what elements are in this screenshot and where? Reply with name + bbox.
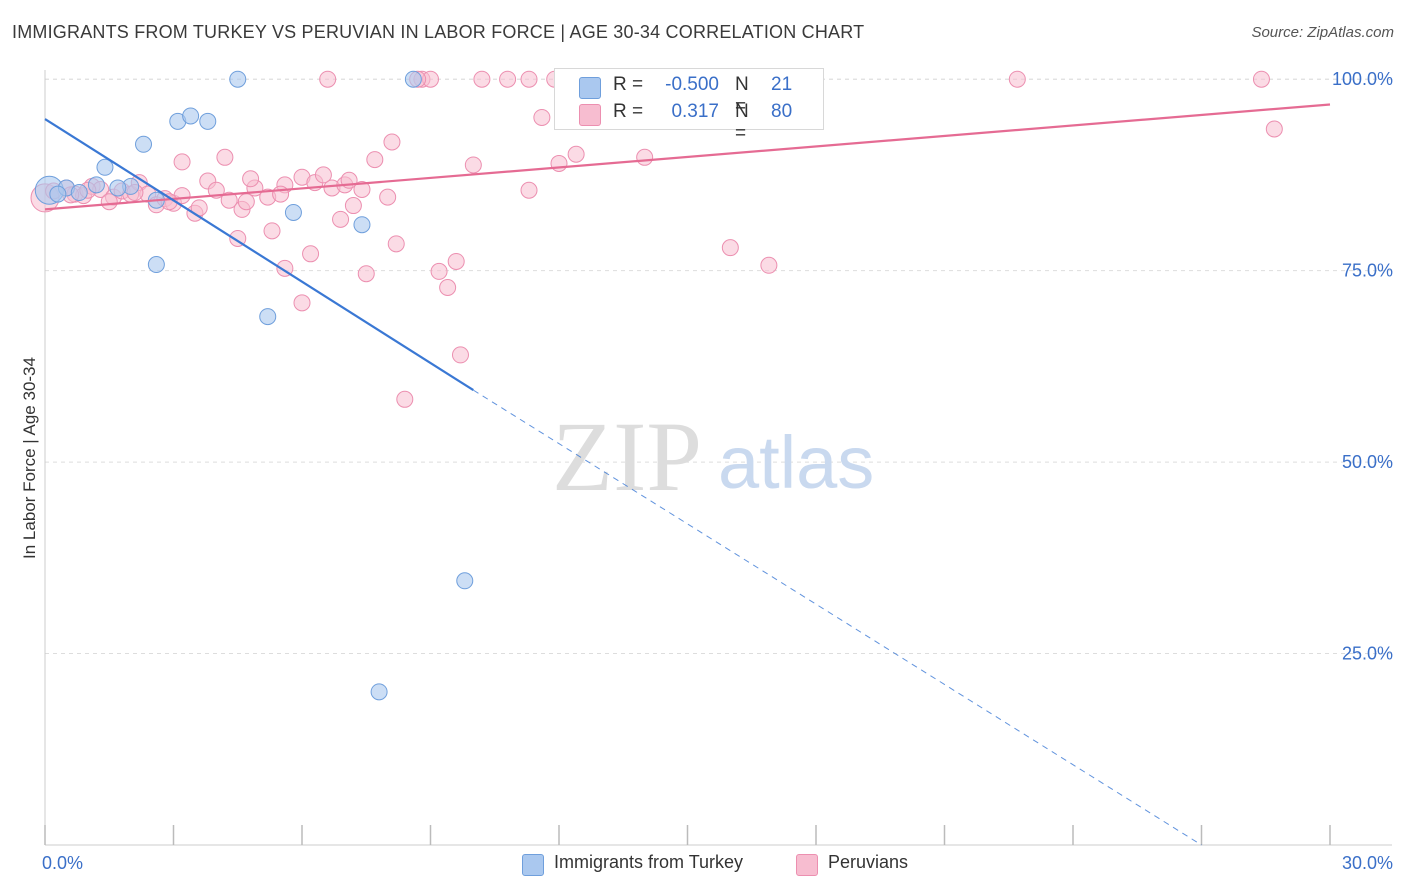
y-tick-label: 50.0% <box>1342 452 1393 472</box>
peru-point <box>242 170 260 188</box>
gridlines <box>45 78 1392 655</box>
peru-point <box>721 239 739 257</box>
peru-point <box>550 154 568 172</box>
peruvians-points <box>30 70 1283 408</box>
peru-point <box>473 70 491 88</box>
peru-point <box>379 188 397 206</box>
peru-point <box>520 181 538 199</box>
bottom-legend-turkey-swatch <box>522 854 544 876</box>
peru-point <box>366 151 384 169</box>
peru-point <box>1008 70 1026 88</box>
peru-point <box>357 265 375 283</box>
peru-point <box>760 256 778 274</box>
peru-point <box>387 235 405 253</box>
turkey-point <box>109 179 127 197</box>
peru-point <box>332 210 350 228</box>
peru-point <box>237 193 255 211</box>
watermark-atlas: atlas <box>718 421 874 504</box>
turkey-point <box>182 107 200 125</box>
peru-swatch <box>579 104 601 126</box>
y-tick-label: 25.0% <box>1342 644 1393 664</box>
turkey-point <box>259 308 277 326</box>
peru-point <box>353 180 371 198</box>
peru-r-value: 0.317 <box>671 101 719 122</box>
peru-point <box>293 294 311 312</box>
turkey-points <box>34 70 474 701</box>
peru-point <box>344 197 362 215</box>
peru-point <box>533 108 551 126</box>
turkey-n-label: N = <box>735 74 749 117</box>
peru-point <box>302 245 320 263</box>
turkey-point <box>404 70 422 88</box>
turkey-trend-extension <box>473 389 1202 846</box>
turkey-point <box>284 203 302 221</box>
x-tick-label: 0.0% <box>42 853 83 873</box>
watermark-zip: ZIP <box>552 401 702 512</box>
turkey-r-label: R = <box>613 74 644 95</box>
peru-point <box>439 278 457 296</box>
peru-point <box>396 390 414 408</box>
peru-point <box>567 145 585 163</box>
peru-trend-line <box>44 103 1331 211</box>
peru-point <box>314 166 332 184</box>
turkey-r-value: -0.500 <box>665 74 719 95</box>
source-label: Source: ZipAtlas.com <box>1251 24 1394 41</box>
turkey-swatch <box>579 77 601 99</box>
peru-point <box>1265 120 1283 138</box>
turkey-point <box>199 112 217 130</box>
peru-n-label: N = <box>735 101 749 144</box>
turkey-point <box>96 158 114 176</box>
peru-point <box>216 148 234 166</box>
trend-lines <box>44 103 1331 846</box>
x-tick-label: 30.0% <box>1342 853 1393 873</box>
peru-point <box>272 185 290 203</box>
stats-legend: R = -0.500 N = 21 R = 0.317 N = 80 <box>554 68 824 144</box>
turkey-point <box>456 572 474 590</box>
turkey-point <box>87 176 105 194</box>
peru-point <box>464 156 482 174</box>
peru-point <box>263 222 281 240</box>
turkey-point <box>135 135 153 153</box>
peru-point <box>319 70 337 88</box>
peru-point <box>447 252 465 270</box>
peru-point <box>499 70 517 88</box>
peru-point <box>383 133 401 151</box>
bottom-legend-peru-label: Peruvians <box>828 852 909 872</box>
bottom-legend-peru-swatch <box>796 854 818 876</box>
peru-r-label: R = <box>613 101 644 122</box>
turkey-n-value: 21 <box>771 74 793 95</box>
peru-point <box>520 70 538 88</box>
y-tick-label: 75.0% <box>1342 261 1393 281</box>
bottom-legend-turkey-label: Immigrants from Turkey <box>554 852 744 872</box>
turkey-point <box>353 216 371 234</box>
turkey-point <box>229 70 247 88</box>
peru-point <box>636 148 654 166</box>
peru-point <box>1252 70 1270 88</box>
peru-point <box>220 191 238 209</box>
turkey-trend-line <box>44 118 474 392</box>
turkey-point <box>370 683 388 701</box>
y-tick-label: 100.0% <box>1332 69 1393 89</box>
peru-point <box>173 153 191 171</box>
turkey-point <box>49 185 67 203</box>
peru-point <box>100 193 118 211</box>
peru-point <box>451 346 469 364</box>
turkey-point <box>147 256 165 274</box>
peru-n-value: 80 <box>771 101 793 122</box>
turkey-point <box>70 184 88 202</box>
peru-point <box>430 262 448 280</box>
tick-labels: 25.0% 50.0% 75.0% 100.0% 0.0% 30.0% <box>42 69 1393 873</box>
chart-title: IMMIGRANTS FROM TURKEY VS PERUVIAN IN LA… <box>12 22 865 42</box>
